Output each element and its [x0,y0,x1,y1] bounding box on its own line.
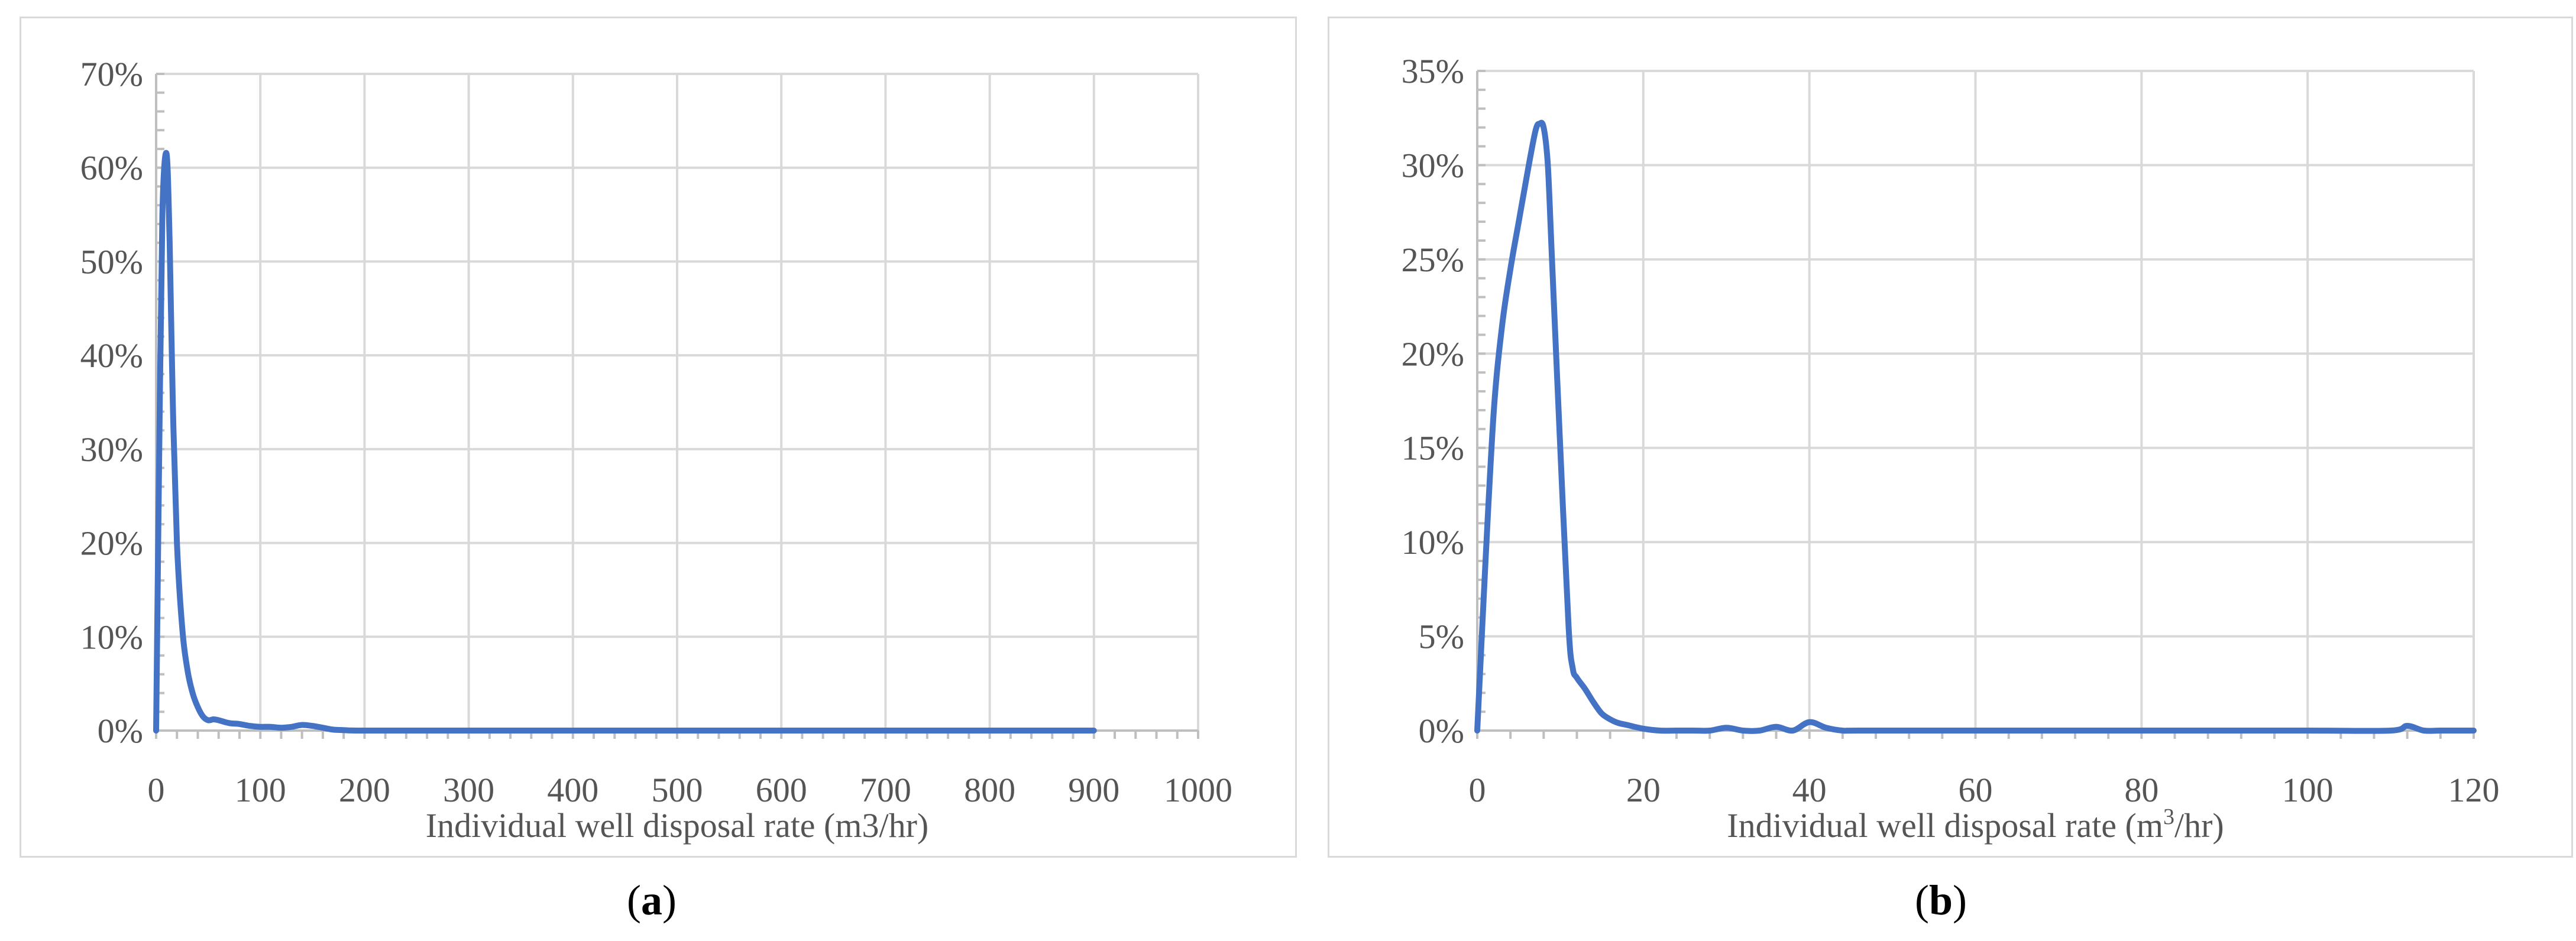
x-tick-label: 100 [235,771,286,809]
y-tick-label: 25% [1402,241,1464,279]
y-tick-label: 30% [80,430,143,469]
series-line [1474,119,2477,734]
x-axis-title: Individual well disposal rate (m3/hr) [1727,804,2224,845]
y-tick-label: 5% [1419,618,1464,656]
x-tick-label: 80 [2124,771,2158,809]
y-tick-label: 30% [1402,146,1464,184]
y-tick-label: 0% [98,712,143,750]
x-tick-label: 40 [1792,771,1827,809]
x-tick-label: 100 [2282,771,2334,809]
y-tick-label: 10% [80,618,143,656]
y-tick-label: 70% [80,55,143,93]
x-axis-title: Individual well disposal rate (m3/hr) [426,806,928,845]
y-tick-label: 50% [80,242,143,281]
y-tick-label: 0% [1419,712,1464,750]
x-tick-label: 700 [860,771,911,809]
x-tick-label: 20 [1626,771,1661,809]
x-tick-label: 200 [339,771,390,809]
y-tick-label: 20% [80,524,143,563]
x-tick-label: 300 [443,771,494,809]
x-tick-label: 1000 [1164,771,1232,809]
chart-a-svg: 0% 10% 20% 30% 40% 50% 60% 70% 0 100 200 300 400 500 6… [80,55,1232,845]
chart-panel-b: 0% 5% 10% 15% 20% 25% 30% 35% 0 20 40 60 80 100 120 Ind… [1328,17,2573,858]
y-tick-label: 35% [1402,52,1464,90]
x-tick-label: 60 [1959,771,1993,809]
x-tick-label: 900 [1068,771,1119,809]
x-tick-label: 120 [2448,771,2500,809]
x-tick-label: 0 [1469,771,1486,809]
series-line [153,150,1097,734]
x-tick-label: 600 [756,771,807,809]
y-tick-label: 15% [1402,429,1464,468]
y-tick-label: 10% [1402,523,1464,562]
x-tick-label: 800 [964,771,1015,809]
y-tick-label: 20% [1402,335,1464,373]
y-tick-label: 40% [80,336,143,375]
caption-b: (b) [1915,877,1967,924]
x-tick-label: 500 [652,771,703,809]
y-tick-label: 60% [80,149,143,187]
chart-b-svg: 0% 5% 10% 15% 20% 25% 30% 35% 0 20 40 60 80 100 120 Ind… [1402,52,2500,845]
caption-a: (a) [627,877,677,924]
x-tick-label: 0 [148,771,165,809]
chart-panel-a: 0% 10% 20% 30% 40% 50% 60% 70% 0 100 200 300 400 500 6… [20,17,1297,858]
x-tick-label: 400 [547,771,598,809]
